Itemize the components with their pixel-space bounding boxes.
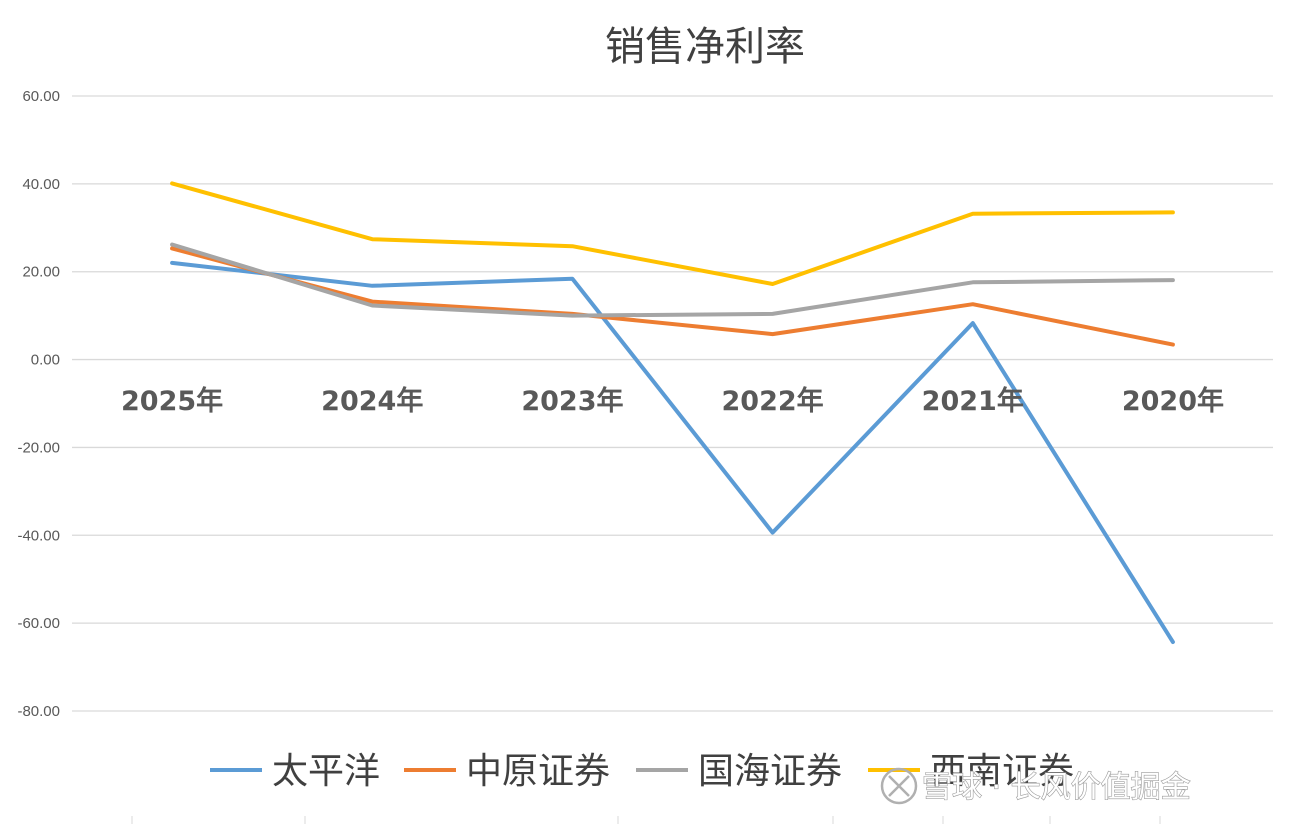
chart-title: 销售净利率 xyxy=(605,24,805,70)
gridlines xyxy=(72,95,1273,712)
series-line xyxy=(170,246,1175,347)
y-tick-label: 60.00 xyxy=(22,88,60,105)
series-line xyxy=(170,242,1175,318)
series-line xyxy=(170,181,1175,286)
x-tick-label: 2021年 xyxy=(922,385,1024,417)
x-tick-label: 2023年 xyxy=(521,385,623,417)
watermark-text: 雪球 · 长风价值掘金 xyxy=(922,770,1191,805)
x-tick-label: 2022年 xyxy=(722,385,824,417)
legend-label: 西南证券 xyxy=(930,751,1074,792)
x-tick-label: 2024年 xyxy=(321,385,423,417)
legend-entry: 太平洋 xyxy=(210,751,380,792)
x-tick-label: 2025年 xyxy=(121,385,223,417)
y-tick-label: -80.00 xyxy=(17,703,60,720)
legend: 太平洋 中原证券 国海证券 西南证券 xyxy=(210,751,1074,792)
watermark: 雪球 · 长风价值掘金 xyxy=(880,767,1191,806)
legend-label: 太平洋 xyxy=(272,751,380,792)
y-tick-label: 40.00 xyxy=(22,176,60,193)
legend-label: 国海证券 xyxy=(698,751,842,792)
y-axis-ticks: 60.00 40.00 20.00 0.00 -20.00 -40.00 -60.00 -80… xyxy=(17,88,60,720)
series-line xyxy=(170,260,1175,644)
series-lines xyxy=(170,181,1175,644)
x-axis-ticks: 2025年 2024年 2023年 2022年 2021年 2020年 xyxy=(121,385,1224,417)
legend-entry: 中原证券 xyxy=(404,751,610,792)
y-tick-label: 0.00 xyxy=(31,352,60,369)
y-tick-label: -60.00 xyxy=(17,615,60,632)
y-tick-label: 20.00 xyxy=(22,264,60,281)
bottom-axis-ticks xyxy=(131,816,1161,824)
legend-label: 中原证券 xyxy=(466,751,610,792)
legend-entry: 国海证券 xyxy=(636,751,842,792)
xueqiu-logo-icon xyxy=(880,767,918,805)
legend-entry: 西南证券 xyxy=(868,751,1074,792)
y-tick-label: -20.00 xyxy=(17,439,60,456)
y-tick-label: -40.00 xyxy=(17,527,60,544)
x-tick-label: 2020年 xyxy=(1122,385,1224,417)
